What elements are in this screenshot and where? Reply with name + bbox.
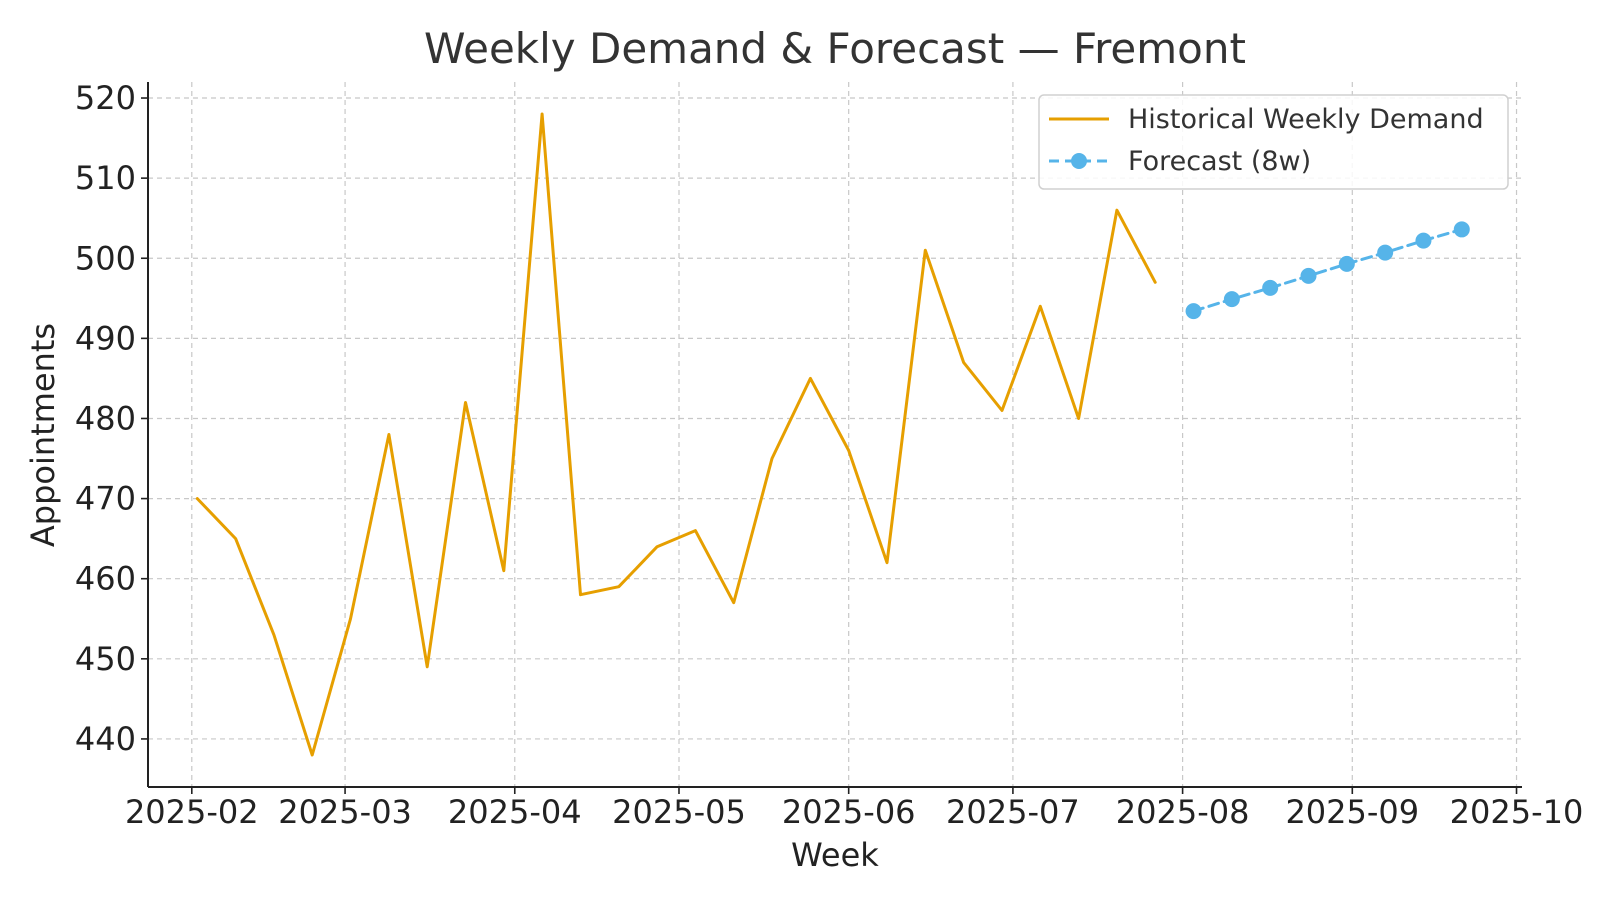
x-tick-label: 2025-02 <box>125 793 259 831</box>
x-tick-label: 2025-05 <box>612 793 746 831</box>
x-tick-label: 2025-04 <box>448 793 582 831</box>
series <box>195 112 1470 757</box>
legend-forecast-marker <box>1071 153 1087 169</box>
forecast-point <box>1262 279 1279 296</box>
y-tick-label: 500 <box>75 239 136 277</box>
x-tick-label: 2025-06 <box>782 793 916 831</box>
forecast-point <box>1453 221 1470 238</box>
y-tick-label: 450 <box>75 640 136 678</box>
y-tick-label: 510 <box>75 159 136 197</box>
y-tick-label: 490 <box>75 319 136 357</box>
x-tick-label: 2025-07 <box>946 793 1080 831</box>
x-tick-label: 2025-03 <box>278 793 412 831</box>
forecast-point <box>1415 232 1432 249</box>
legend-forecast-label: Forecast (8w) <box>1128 146 1311 177</box>
historical-demand-line <box>195 112 1157 757</box>
ticks: 440 450 460 470 480 490 500 510 520 2025-02 2025-0… <box>75 79 1583 831</box>
forecast-point <box>1338 255 1355 272</box>
x-tick-label: 2025-09 <box>1285 793 1419 831</box>
y-axis-title: Appointments <box>24 323 62 547</box>
y-tick-label: 460 <box>75 560 136 598</box>
y-tick-label: 470 <box>75 480 136 518</box>
y-tick-label: 440 <box>75 720 136 758</box>
chart-title: Weekly Demand & Forecast — Fremont <box>424 24 1246 73</box>
grid <box>148 82 1522 787</box>
legend-box <box>1038 94 1509 190</box>
legend-historical-label: Historical Weekly Demand <box>1128 104 1484 135</box>
forecast-point <box>1300 267 1317 284</box>
axes <box>147 82 1522 788</box>
x-tick-label: 2025-08 <box>1116 793 1250 831</box>
x-axis-title: Week <box>791 836 879 874</box>
y-tick-label: 520 <box>75 79 136 117</box>
x-tick-label: 2025-10 <box>1450 793 1584 831</box>
forecast-point <box>1223 291 1240 308</box>
forecast-point <box>1377 244 1394 261</box>
legend: Historical Weekly Demand Forecast (8w) <box>1038 94 1509 190</box>
forecast-point <box>1185 303 1202 320</box>
y-tick-label: 480 <box>75 399 136 437</box>
